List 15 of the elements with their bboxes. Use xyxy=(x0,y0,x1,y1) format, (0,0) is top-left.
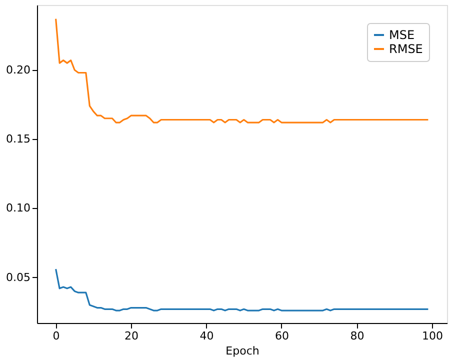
x-tick-label: 60 xyxy=(274,330,289,342)
x-tick-label: 0 xyxy=(52,330,60,342)
y-tick-label: 0.05 xyxy=(6,270,30,284)
line-series xyxy=(55,268,429,312)
y-tick-label: 0.20 xyxy=(6,63,30,76)
x-tick-label: 20 xyxy=(124,330,139,342)
legend-label: MSE xyxy=(389,28,415,42)
x-tick-label: 40 xyxy=(200,330,214,342)
x-tick-label: 100 xyxy=(422,330,443,342)
y-tick-label: 0.15 xyxy=(6,132,30,146)
x-axis-title: Epoch xyxy=(226,344,260,358)
y-tick-label: 0.10 xyxy=(6,202,30,215)
x-tick-label: 80 xyxy=(350,330,364,342)
line-series xyxy=(55,18,429,124)
legend-label: RMSE xyxy=(389,42,423,56)
